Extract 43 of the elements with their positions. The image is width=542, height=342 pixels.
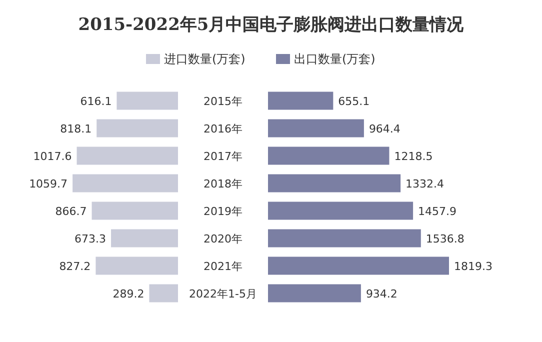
data-label: 1332.4: [406, 177, 444, 190]
y-tick-label: 2022年1-5月: [189, 287, 257, 300]
bar: [149, 284, 178, 302]
y-tick-label: 2018年: [204, 177, 242, 190]
data-label: 1819.3: [454, 260, 492, 273]
legend-label: 进口数量(万套): [164, 52, 246, 66]
data-label: 1017.6: [33, 150, 72, 163]
y-tick-label: 2016年: [204, 122, 242, 136]
data-label: 673.3: [74, 232, 106, 246]
bar: [268, 256, 449, 275]
y-tick-label: 2017年: [204, 150, 242, 163]
y-tick-label: 2015年: [204, 94, 242, 108]
y-tick-label: 2019年: [204, 204, 242, 218]
data-label: 827.2: [59, 260, 91, 273]
data-label: 1457.9: [418, 204, 457, 218]
bar: [268, 92, 334, 110]
bar: [96, 119, 178, 138]
bar: [72, 174, 178, 192]
y-tick-label: 2020年: [204, 232, 242, 246]
bar: [116, 92, 178, 110]
bar: [268, 174, 401, 192]
legend-label: 出口数量(万套): [294, 52, 376, 66]
bar: [92, 202, 178, 220]
data-label: 289.2: [112, 287, 144, 300]
bar: [76, 146, 178, 165]
data-label: 1059.7: [29, 177, 68, 190]
bar: [96, 256, 178, 275]
data-label: 934.2: [366, 287, 398, 300]
data-label: 1536.8: [426, 232, 464, 246]
data-label: 616.1: [80, 94, 112, 108]
bar: [268, 284, 361, 302]
bar: [268, 229, 421, 248]
bar: [268, 119, 364, 138]
y-tick-label: 2021年: [204, 260, 242, 273]
text: 2015-2022年5月中国电子膨胀阀进出口数量情况: [78, 15, 465, 35]
bar: [111, 229, 178, 248]
data-label: 655.1: [338, 94, 370, 108]
data-label: 818.1: [60, 122, 92, 136]
data-label: 1218.5: [394, 150, 433, 163]
bar: [268, 146, 390, 165]
data-label: 964.4: [368, 122, 400, 136]
bar: [268, 202, 414, 220]
data-label: 866.7: [55, 204, 87, 218]
